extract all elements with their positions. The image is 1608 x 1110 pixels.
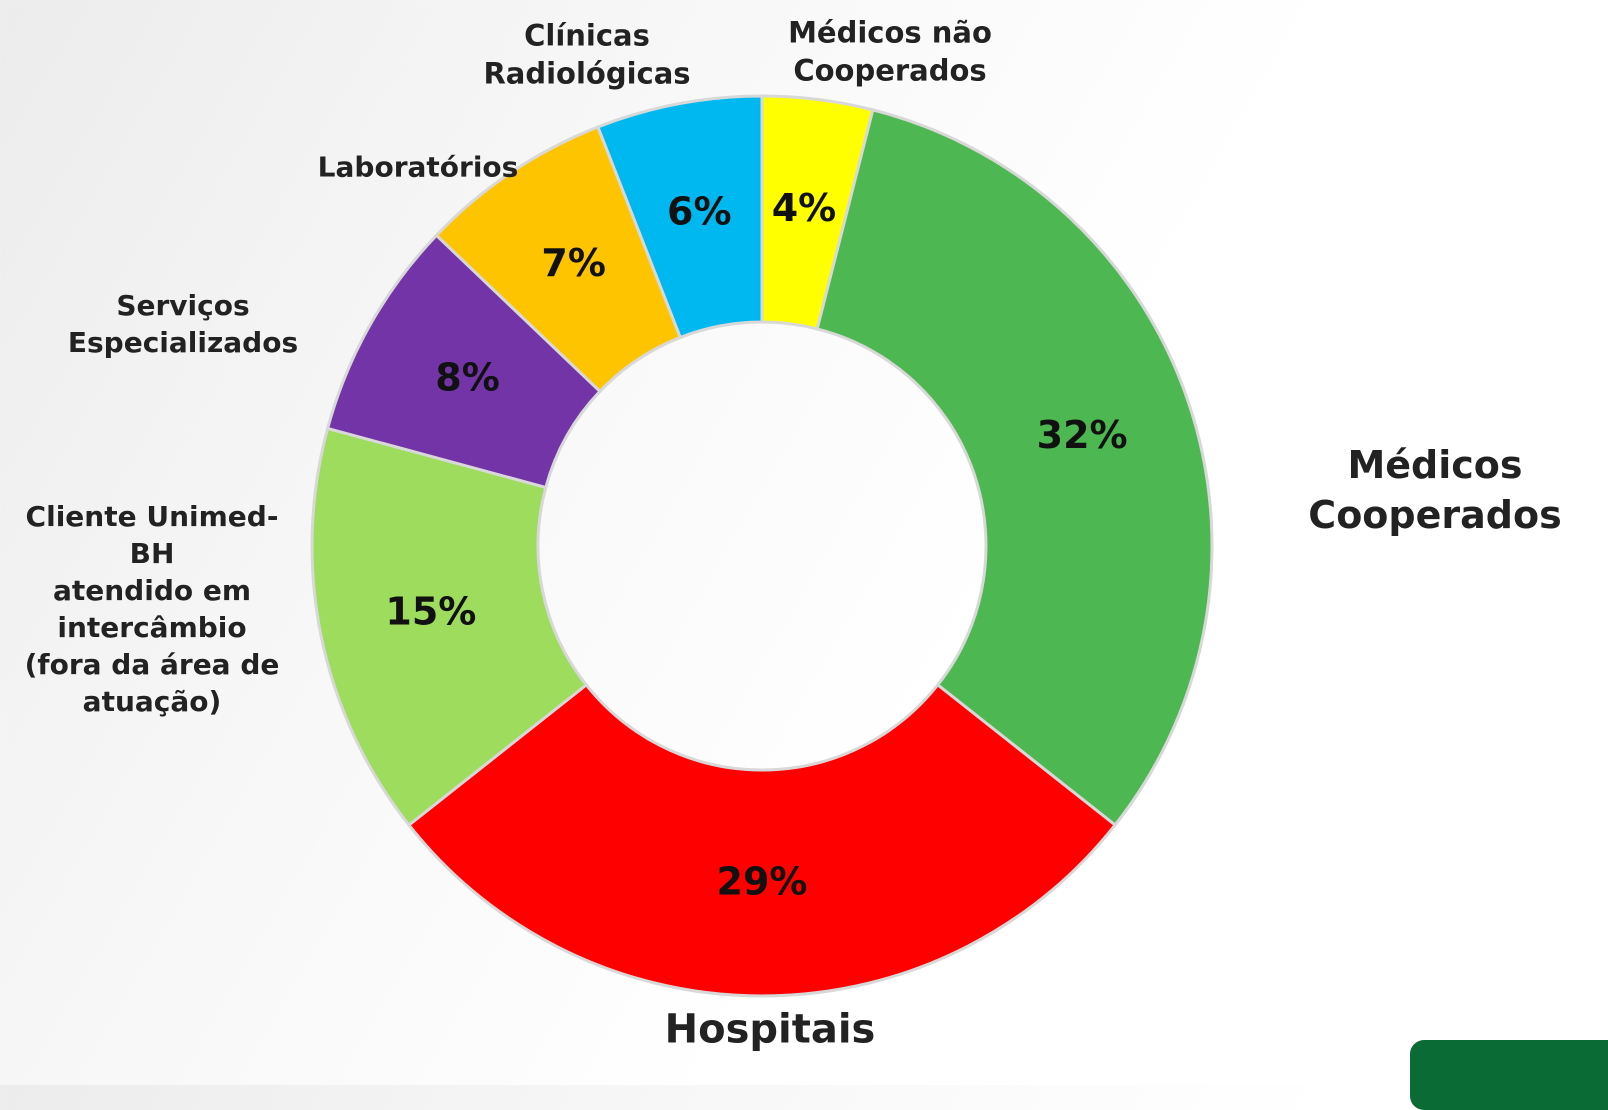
donut-slice [815, 108, 1214, 828]
donut-slice [310, 426, 589, 828]
value-label: 4% [772, 186, 837, 230]
value-label: 8% [435, 356, 500, 400]
category-label: Clínicas Radiológicas [483, 18, 691, 91]
chart: 4% 32% 29% 15% 8% 7% 6% [310, 94, 1214, 998]
category-label: Médicos Cooperados [1308, 442, 1562, 537]
value-label: 32% [1037, 413, 1128, 457]
category-label: Cliente Unimed- BH atendido em intercâmb… [24, 500, 280, 718]
category-label: Serviços Especializados [67, 289, 299, 359]
value-label: 6% [667, 189, 732, 233]
value-label: 7% [541, 241, 606, 285]
category-label: Médicos não Cooperados [788, 15, 992, 88]
value-label: 29% [717, 860, 808, 904]
category-label: Hospitais [664, 1006, 876, 1053]
donut-slice [406, 682, 1118, 998]
category-label: Laboratórios [317, 150, 519, 184]
value-label: 15% [385, 589, 476, 633]
corner-decoration [1410, 1040, 1608, 1110]
donut-slice [595, 94, 764, 340]
